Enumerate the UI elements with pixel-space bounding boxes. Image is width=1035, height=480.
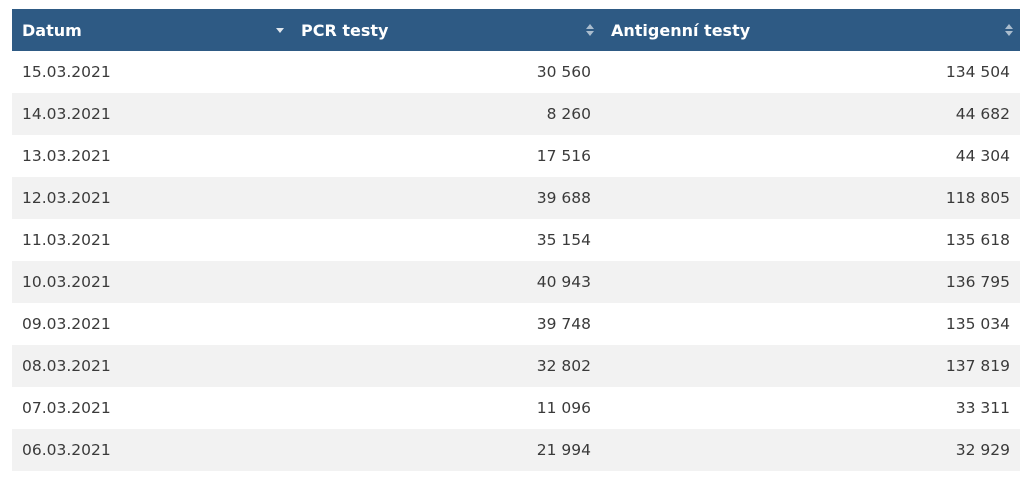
column-header-datum[interactable]: Datum [12, 9, 291, 51]
table-body: 15.03.2021 30 560 134 504 14.03.2021 8 260 44… [12, 51, 1020, 471]
column-header-label: PCR testy [301, 20, 389, 40]
column-header-antigen[interactable]: Antigenní testy [601, 9, 1020, 51]
cell-pcr-tests: 21 994 [536, 441, 591, 459]
sort-both-icon[interactable] [585, 22, 595, 38]
table-row: 11.03.2021 35 154 135 618 [12, 219, 1020, 261]
cell-antigen-tests: 33 311 [955, 399, 1010, 417]
cell-date: 12.03.2021 [22, 189, 111, 207]
cell-pcr-tests: 17 516 [536, 147, 591, 165]
table-row: 13.03.2021 17 516 44 304 [12, 135, 1020, 177]
cell-pcr-tests: 39 748 [536, 315, 591, 333]
table-row: 08.03.2021 32 802 137 819 [12, 345, 1020, 387]
table-row: 07.03.2021 11 096 33 311 [12, 387, 1020, 429]
cell-antigen-tests: 118 805 [945, 189, 1010, 207]
cell-pcr-tests: 11 096 [536, 399, 591, 417]
cell-pcr-tests: 30 560 [536, 63, 591, 81]
table-row: 10.03.2021 40 943 136 795 [12, 261, 1020, 303]
cell-antigen-tests: 44 682 [955, 105, 1010, 123]
cell-antigen-tests: 134 504 [945, 63, 1010, 81]
cell-antigen-tests: 135 034 [945, 315, 1010, 333]
column-header-label: Antigenní testy [611, 20, 751, 40]
cell-antigen-tests: 137 819 [945, 357, 1010, 375]
table-row: 12.03.2021 39 688 118 805 [12, 177, 1020, 219]
column-header-label: Datum [22, 20, 82, 40]
column-header-pcr[interactable]: PCR testy [291, 9, 601, 51]
cell-date: 08.03.2021 [22, 357, 111, 375]
cell-pcr-tests: 39 688 [536, 189, 591, 207]
cell-pcr-tests: 35 154 [536, 231, 591, 249]
cell-antigen-tests: 32 929 [955, 441, 1010, 459]
sort-both-icon[interactable] [1004, 22, 1014, 38]
cell-date: 15.03.2021 [22, 63, 111, 81]
table-row: 14.03.2021 8 260 44 682 [12, 93, 1020, 135]
table-row: 06.03.2021 21 994 32 929 [12, 429, 1020, 471]
cell-antigen-tests: 44 304 [955, 147, 1010, 165]
cell-antigen-tests: 136 795 [945, 273, 1010, 291]
cell-date: 11.03.2021 [22, 231, 111, 249]
table-row: 09.03.2021 39 748 135 034 [12, 303, 1020, 345]
cell-pcr-tests: 8 260 [546, 105, 591, 123]
cell-antigen-tests: 135 618 [945, 231, 1010, 249]
cell-pcr-tests: 32 802 [536, 357, 591, 375]
cell-date: 13.03.2021 [22, 147, 111, 165]
cell-date: 09.03.2021 [22, 315, 111, 333]
data-table-container: Datum PCR testy [12, 9, 1020, 471]
table-header-row: Datum PCR testy [12, 9, 1020, 51]
sort-desc-icon[interactable] [275, 22, 285, 38]
cell-pcr-tests: 40 943 [536, 273, 591, 291]
cell-date: 06.03.2021 [22, 441, 111, 459]
cell-date: 10.03.2021 [22, 273, 111, 291]
cell-date: 07.03.2021 [22, 399, 111, 417]
table-row: 15.03.2021 30 560 134 504 [12, 51, 1020, 93]
tests-table: Datum PCR testy [12, 9, 1020, 471]
cell-date: 14.03.2021 [22, 105, 111, 123]
